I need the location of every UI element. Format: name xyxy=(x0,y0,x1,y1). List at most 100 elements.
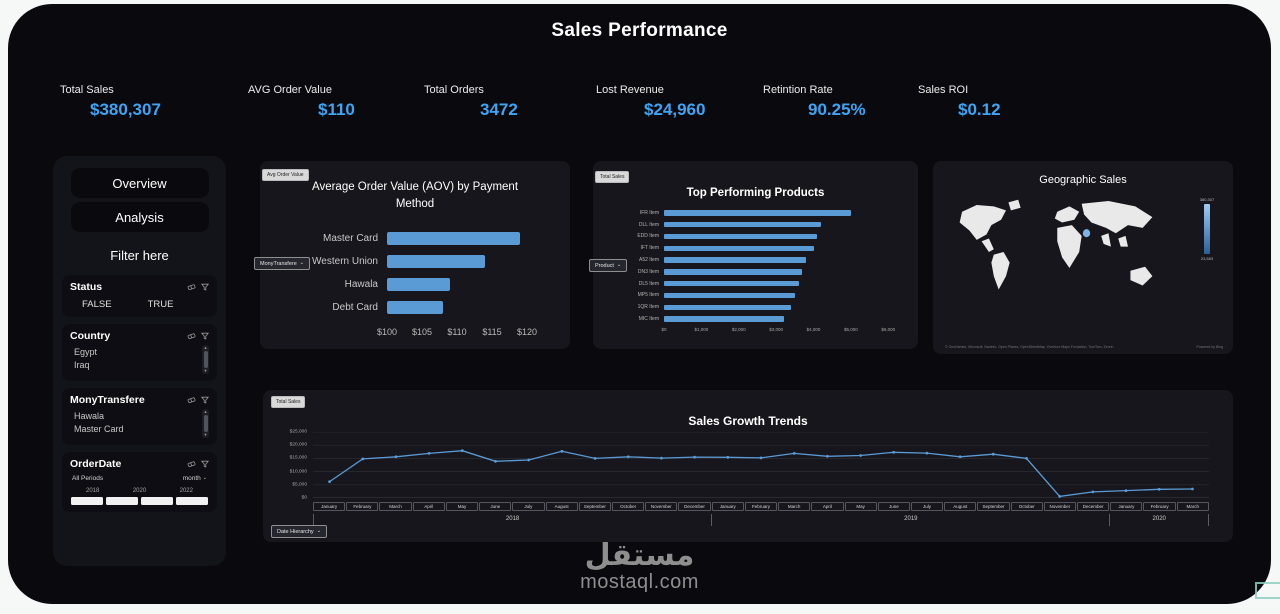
monytransfere-option-list: Hawala Master Card ▲ ▼ xyxy=(70,406,209,439)
orderdate-range-slider[interactable] xyxy=(71,497,208,505)
bar-row: IFR Item xyxy=(617,207,892,219)
filter-funnel-icon[interactable] xyxy=(201,396,209,404)
bar[interactable] xyxy=(664,210,851,216)
product-field-dropdown[interactable]: Product ⌄ xyxy=(589,259,628,272)
scroll-down-icon[interactable]: ▼ xyxy=(203,368,208,373)
trend-title: Sales Growth Trends xyxy=(688,414,808,428)
country-filter-title: Country xyxy=(70,330,111,342)
monytransfere-option-mastercard[interactable]: Master Card xyxy=(74,424,124,434)
top-products-title: Top Performing Products xyxy=(686,187,825,199)
monytransfere-option-hawala[interactable]: Hawala xyxy=(74,411,105,421)
filter-funnel-icon[interactable] xyxy=(201,332,209,340)
scroll-thumb[interactable] xyxy=(203,351,208,368)
nav-analysis-button[interactable]: Analysis xyxy=(70,202,209,232)
filter-here-label: Filter here xyxy=(110,248,169,263)
month-label: January xyxy=(711,502,744,511)
country-option-list: Egypt Iraq ▲ ▼ xyxy=(70,342,209,375)
bar-row: 1QR Item xyxy=(617,301,892,313)
year-label: 2020 xyxy=(1109,514,1209,526)
country-option-iraq[interactable]: Iraq xyxy=(74,360,90,370)
country-filter-card: Country Egypt Iraq ▲ ▼ xyxy=(62,324,217,381)
bar[interactable] xyxy=(664,221,821,228)
monytransfere-filter-card: MonyTransfere Hawala Master Card ▲ ▼ xyxy=(62,388,217,445)
legend-max-value: 380,307 xyxy=(1199,197,1215,202)
orderdate-filter-header: OrderDate xyxy=(70,458,209,470)
bar-track xyxy=(387,278,534,291)
bar[interactable] xyxy=(664,269,803,275)
status-option-true[interactable]: TRUE xyxy=(147,299,174,310)
month-label: March xyxy=(778,502,811,511)
slider-segment[interactable] xyxy=(106,497,138,505)
kpi-value: $24,960 xyxy=(644,100,706,119)
bar[interactable] xyxy=(664,233,818,240)
status-option-false[interactable]: FALSE xyxy=(82,299,112,310)
filter-funnel-icon[interactable] xyxy=(201,283,209,291)
bar[interactable] xyxy=(387,301,443,314)
country-option-egypt[interactable]: Egypt xyxy=(74,347,98,357)
bar[interactable] xyxy=(387,278,450,291)
bar-track xyxy=(664,292,892,299)
bar-row: Western Union xyxy=(272,250,534,273)
bar-track xyxy=(387,301,534,314)
kpi-value: $0.12 xyxy=(958,100,1001,119)
bar[interactable] xyxy=(664,292,795,299)
clear-selections-icon[interactable] xyxy=(187,460,196,468)
measure-chip[interactable]: Total Sales xyxy=(271,396,306,408)
kpi-value: $110 xyxy=(318,100,355,119)
bar[interactable] xyxy=(664,257,807,263)
measure-chip[interactable]: Total Sales xyxy=(595,171,630,183)
monytransfere-filter-title: MonyTransfere xyxy=(70,394,145,406)
orderdate-granularity-dropdown[interactable]: month ⌄ xyxy=(183,475,207,482)
aov-chart-title: Average Order Value (AOV) by Payment Met… xyxy=(311,181,519,211)
clear-selections-icon[interactable] xyxy=(187,396,196,404)
kpi-label: Retintion Rate xyxy=(763,84,833,96)
scrollbar[interactable]: ▲ ▼ xyxy=(202,345,209,374)
kpi-lost-revenue: Lost Revenue $24,960 xyxy=(596,84,771,120)
kpi-total-sales: Total Sales $380,307 xyxy=(60,84,235,120)
bar[interactable] xyxy=(664,280,799,287)
bar-category-label: IFR Item xyxy=(639,209,659,216)
slider-segment[interactable] xyxy=(71,497,103,505)
clear-selections-icon[interactable] xyxy=(187,332,196,340)
scroll-thumb[interactable] xyxy=(203,415,208,432)
bar-track xyxy=(664,210,892,216)
kpi-label: Sales ROI xyxy=(918,84,969,96)
measure-chip[interactable]: Avg Order Value xyxy=(262,169,309,181)
nav-overview-button[interactable]: Overview xyxy=(70,168,209,198)
orderdate-year-labels: 2018 2020 2022 xyxy=(70,488,209,494)
scroll-up-icon[interactable]: ▲ xyxy=(203,409,208,414)
axis-tick-label: $100 xyxy=(376,327,398,337)
bar-row: Master Card xyxy=(272,227,534,250)
trend-line-chart[interactable] xyxy=(313,432,1209,498)
slider-segment[interactable] xyxy=(176,497,208,505)
scrollbar[interactable]: ▲ ▼ xyxy=(202,409,209,438)
scroll-up-icon[interactable]: ▲ xyxy=(203,345,208,350)
bar[interactable] xyxy=(664,304,792,311)
world-map[interactable] xyxy=(945,193,1189,327)
axis-tick-label: $110 xyxy=(447,327,467,337)
clear-selections-icon[interactable] xyxy=(187,283,196,291)
orderdate-year: 2018 xyxy=(86,488,100,494)
date-hierarchy-dropdown[interactable]: Date Hierarchy ⌄ xyxy=(271,525,327,538)
bar-row: EDD Item xyxy=(617,231,892,243)
bar[interactable] xyxy=(387,232,520,245)
bar[interactable] xyxy=(664,245,814,252)
orderdate-year: 2022 xyxy=(179,488,193,494)
filter-funnel-icon[interactable] xyxy=(201,460,209,468)
axis-tick-label: $2,000 xyxy=(731,327,746,332)
bar-row: MP5 Item xyxy=(617,290,892,302)
slider-segment[interactable] xyxy=(141,497,173,505)
bar-category-label: Hawala xyxy=(344,279,378,290)
bar[interactable] xyxy=(664,316,784,322)
monytransfere-field-dropdown[interactable]: MonyTransfere ⌄ xyxy=(254,257,310,270)
bar[interactable] xyxy=(387,255,485,268)
scroll-down-icon[interactable]: ▼ xyxy=(203,432,208,437)
status-filter-title: Status xyxy=(70,281,103,293)
month-label: June xyxy=(479,502,512,511)
month-label: July xyxy=(512,502,545,511)
axis-tick-label: $1,000 xyxy=(694,327,709,332)
kpi-label: AVG Order Value xyxy=(248,84,332,96)
bar-track xyxy=(387,232,534,245)
year-label: 2019 xyxy=(711,514,1109,526)
orderdate-period-label[interactable]: All Periods xyxy=(72,475,104,482)
